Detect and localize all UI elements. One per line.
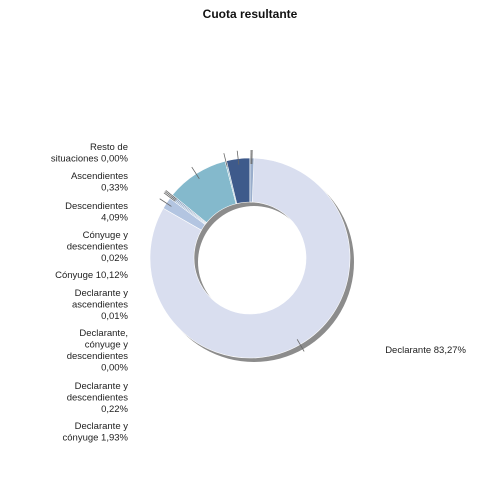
label-declarante-y-conyuge: Declarante y cónyuge 1,93% [63, 421, 129, 444]
label-line: 0,01% [101, 311, 128, 322]
label-line: descendientes [67, 351, 129, 362]
label-line: ascendientes [72, 300, 128, 311]
label-line: Resto de [90, 142, 128, 153]
label-line: Declarante y [75, 288, 129, 299]
label-line: Cónyuge 10,12% [55, 270, 128, 281]
label-line: Cónyuge y [83, 230, 129, 241]
label-declarante-y-ascendientes: Declarante y ascendientes 0,01% [72, 288, 129, 322]
label-line: descendientes [67, 393, 129, 404]
label-line: Declarante, [79, 328, 128, 339]
label-declarante: Declarante 83,27% [385, 345, 466, 356]
slice-labels: Declarante 83,27%Declarante y cónyuge 1,9… [51, 142, 467, 444]
label-ascendientes: Ascendientes 0,33% [71, 171, 129, 194]
chart-title: Cuota resultante [203, 7, 298, 21]
label-line: cónyuge y [85, 340, 129, 351]
label-line: Declarante y [75, 421, 129, 432]
label-line: Declarante 83,27% [385, 345, 466, 356]
label-line: 0,02% [101, 253, 128, 264]
label-declarante-y-descendientes: Declarante y descendientes 0,22% [67, 381, 129, 415]
label-line: 0,33% [101, 183, 128, 194]
slice-resto-de-situaciones [249, 157, 255, 203]
label-line: cónyuge 1,93% [63, 433, 129, 444]
leader-declarante-conyuge-y-descendientes [164, 191, 177, 201]
leader-conyuge [191, 166, 200, 180]
label-line: Declarante y [75, 381, 129, 392]
label-line: situaciones 0,00% [51, 154, 129, 165]
slice-declarante [149, 157, 351, 359]
label-conyuge: Cónyuge 10,12% [55, 270, 128, 281]
label-line: 4,09% [101, 213, 128, 224]
donut-slices [149, 157, 351, 359]
leader-declarante-y-descendientes [163, 192, 176, 202]
label-line: 0,00% [101, 363, 128, 374]
label-declarante-conyuge-y-descendientes: Declarante, cónyuge y descendientes 0,00% [67, 328, 129, 374]
label-line: Descendientes [65, 201, 128, 212]
leader-descendientes [236, 150, 240, 165]
leader-lines [159, 150, 305, 352]
leader-conyuge-y-descendientes [223, 153, 228, 167]
label-line: descendientes [67, 242, 129, 253]
leader-declarante-y-ascendientes [165, 190, 177, 200]
leader-declarante [296, 339, 305, 352]
leader-declarante-y-conyuge [159, 198, 172, 207]
label-descendientes: Descendientes 4,09% [65, 201, 128, 224]
label-line: 0,22% [101, 404, 128, 415]
label-line: Ascendientes [71, 171, 128, 182]
label-resto-de-situaciones: Resto de situaciones 0,00% [51, 142, 129, 165]
label-conyuge-y-descendientes: Cónyuge y descendientes 0,02% [67, 230, 129, 264]
